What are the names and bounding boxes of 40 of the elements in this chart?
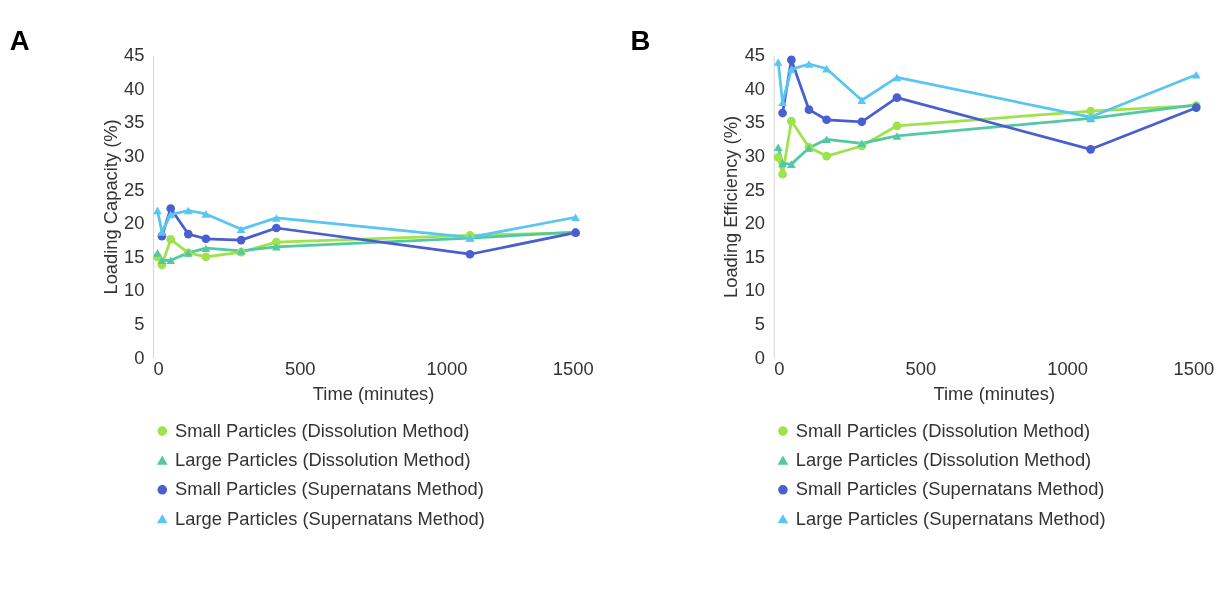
- legend-label: Small Particles (Supernatans Method): [175, 478, 484, 500]
- y-tick-label: 5: [134, 313, 145, 335]
- legend-label: Large Particles (Supernatans Method): [795, 507, 1106, 529]
- x-tick-label: 1500: [1173, 357, 1215, 379]
- y-tick-label: 20: [124, 212, 145, 234]
- y-tick-label: 40: [124, 77, 145, 99]
- x-tick-label: 1000: [1047, 357, 1088, 379]
- x-axis-title: Time (minutes): [933, 383, 1056, 405]
- x-tick-label: 1500: [552, 357, 594, 379]
- x-axis-title: Time (minutes): [312, 383, 435, 405]
- chart-title: A: [9, 24, 30, 56]
- y-tick-label: 35: [744, 111, 766, 133]
- y-tick-label: 40: [744, 77, 766, 99]
- x-tick-label: 1000: [426, 357, 468, 379]
- x-tick-label: 500: [905, 357, 937, 379]
- x-tick-label: 0: [774, 357, 785, 379]
- y-tick-label: 35: [124, 111, 145, 133]
- x-tick-label: 0: [153, 357, 164, 379]
- y-tick-label: 45: [744, 44, 766, 66]
- y-tick-label: 30: [744, 145, 766, 167]
- y-tick-label: 10: [744, 279, 766, 301]
- legend-label: Large Particles (Dissolution Method): [795, 448, 1092, 470]
- legend-label: Small Particles (Supernatans Method): [795, 478, 1105, 500]
- y-tick-label: 15: [744, 245, 766, 267]
- legend-label: Large Particles (Dissolution Method): [175, 448, 471, 470]
- y-axis-title: Loading Capacity (%): [99, 119, 121, 295]
- y-tick-label: 45: [124, 44, 145, 66]
- legend-label: Small Particles (Dissolution Method): [795, 419, 1091, 441]
- y-tick-label: 15: [124, 245, 145, 267]
- y-tick-label: 10: [124, 279, 145, 301]
- legend-label: Small Particles (Dissolution Method): [175, 419, 470, 441]
- y-tick-label: 25: [124, 178, 145, 200]
- y-axis-title: Loading Efficiency (%): [720, 115, 742, 298]
- y-tick-label: 5: [754, 313, 766, 335]
- y-tick-label: 30: [124, 145, 145, 167]
- x-tick-label: 500: [284, 357, 316, 379]
- y-tick-label: 20: [744, 212, 766, 234]
- chart-title: B: [630, 24, 651, 56]
- legend-label: Large Particles (Supernatans Method): [175, 507, 485, 529]
- y-tick-label: 25: [744, 178, 766, 200]
